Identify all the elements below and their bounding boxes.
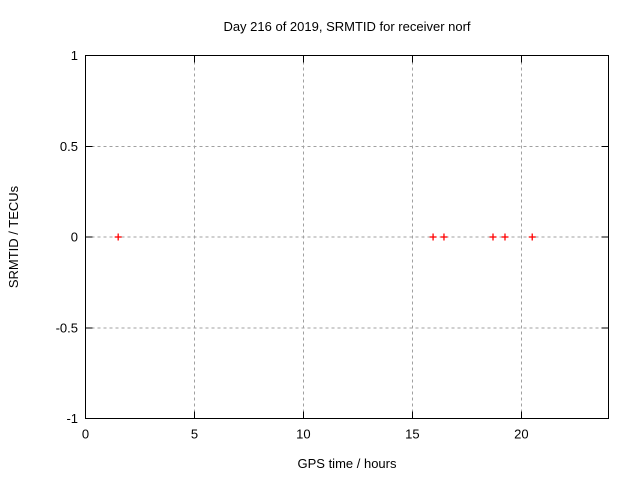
y-tick-label: -1 bbox=[66, 411, 78, 426]
y-tick-label: 0 bbox=[71, 230, 78, 245]
x-tick-label: 5 bbox=[191, 427, 198, 442]
x-axis-label: GPS time / hours bbox=[298, 456, 397, 471]
plus-marker bbox=[114, 233, 122, 241]
plus-marker bbox=[429, 233, 437, 241]
y-tick-label: 1 bbox=[71, 48, 78, 63]
grid-layer bbox=[85, 55, 609, 419]
x-tick-label: 0 bbox=[82, 427, 89, 442]
plus-marker bbox=[501, 233, 509, 241]
tick-label-layer: 0 5 10 15 20 -1 -0.5 0 0.5 1 bbox=[56, 48, 529, 442]
x-tick-label: 15 bbox=[405, 427, 419, 442]
plus-marker bbox=[440, 233, 448, 241]
plus-marker bbox=[489, 233, 497, 241]
x-tick-label: 20 bbox=[514, 427, 528, 442]
y-tick-label: 0.5 bbox=[60, 139, 78, 154]
chart-title: Day 216 of 2019, SRMTID for receiver nor… bbox=[223, 19, 470, 34]
plus-marker bbox=[528, 233, 536, 241]
y-tick-label: -0.5 bbox=[56, 320, 78, 335]
tick-mark-layer bbox=[85, 55, 609, 419]
y-axis-label: SRMTID / TECUs bbox=[6, 185, 21, 288]
axis-label-layer: Day 216 of 2019, SRMTID for receiver nor… bbox=[6, 19, 471, 471]
data-marker-layer bbox=[114, 233, 536, 241]
x-tick-label: 10 bbox=[296, 427, 310, 442]
